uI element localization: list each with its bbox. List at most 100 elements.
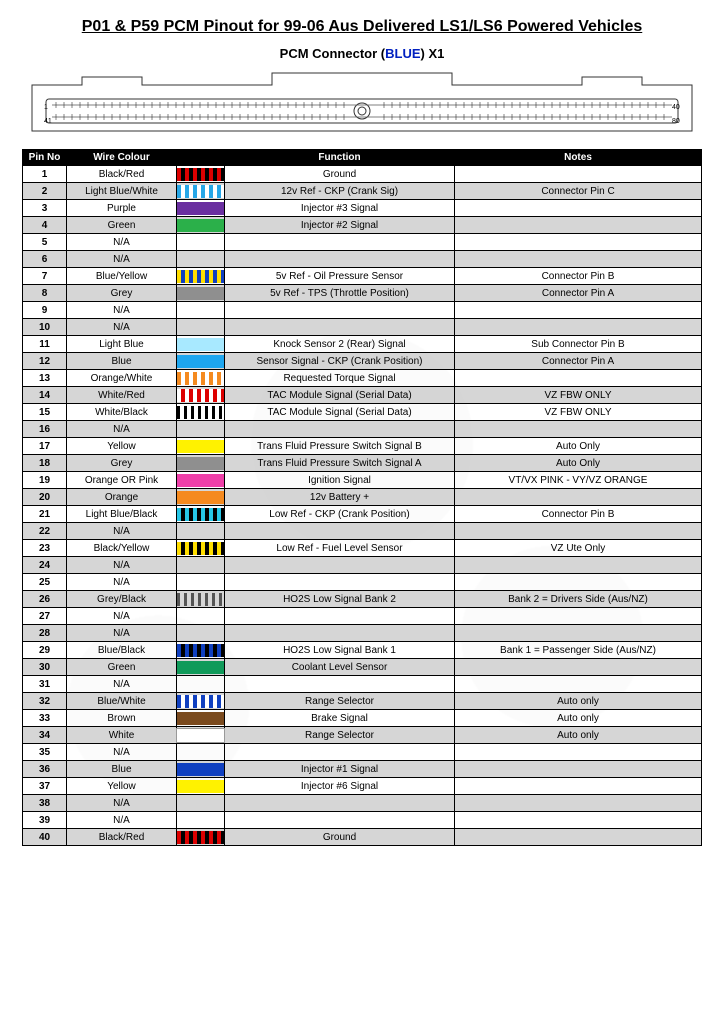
cell-swatch bbox=[177, 523, 225, 540]
table-row: 27N/A bbox=[23, 608, 702, 625]
cell-swatch bbox=[177, 829, 225, 846]
cell-pin: 5 bbox=[23, 234, 67, 251]
table-row: 6N/A bbox=[23, 251, 702, 268]
wire-swatch bbox=[177, 831, 224, 844]
cell-notes bbox=[455, 217, 702, 234]
table-row: 34WhiteRange SelectorAuto only bbox=[23, 727, 702, 744]
cell-notes bbox=[455, 251, 702, 268]
cell-colour: Blue/White bbox=[67, 693, 177, 710]
cell-pin: 35 bbox=[23, 744, 67, 761]
table-row: 40Black/RedGround bbox=[23, 829, 702, 846]
cell-notes: Auto only bbox=[455, 693, 702, 710]
wire-swatch bbox=[177, 270, 224, 283]
wire-swatch bbox=[177, 219, 224, 232]
table-row: 20Orange12v Battery + bbox=[23, 489, 702, 506]
cell-notes: Bank 1 = Passenger Side (Aus/NZ) bbox=[455, 642, 702, 659]
cell-colour: Black/Red bbox=[67, 829, 177, 846]
cell-notes bbox=[455, 489, 702, 506]
table-row: 17YellowTrans Fluid Pressure Switch Sign… bbox=[23, 438, 702, 455]
cell-notes: Bank 2 = Drivers Side (Aus/NZ) bbox=[455, 591, 702, 608]
cell-colour: N/A bbox=[67, 608, 177, 625]
cell-pin: 10 bbox=[23, 319, 67, 336]
cell-pin: 30 bbox=[23, 659, 67, 676]
cell-function bbox=[225, 234, 455, 251]
cell-swatch bbox=[177, 744, 225, 761]
table-row: 26Grey/BlackHO2S Low Signal Bank 2Bank 2… bbox=[23, 591, 702, 608]
col-swatch bbox=[177, 150, 225, 166]
cell-notes bbox=[455, 829, 702, 846]
cell-swatch bbox=[177, 387, 225, 404]
table-row: 36BlueInjector #1 Signal bbox=[23, 761, 702, 778]
table-row: 10N/A bbox=[23, 319, 702, 336]
cell-notes: VZ FBW ONLY bbox=[455, 387, 702, 404]
cell-swatch bbox=[177, 642, 225, 659]
cell-pin: 39 bbox=[23, 812, 67, 829]
cell-colour: Blue/Black bbox=[67, 642, 177, 659]
cell-swatch bbox=[177, 353, 225, 370]
svg-text:1: 1 bbox=[44, 104, 48, 111]
cell-function bbox=[225, 795, 455, 812]
cell-notes: Auto only bbox=[455, 727, 702, 744]
cell-colour: N/A bbox=[67, 302, 177, 319]
cell-notes bbox=[455, 370, 702, 387]
cell-colour: N/A bbox=[67, 574, 177, 591]
table-row: 8Grey5v Ref - TPS (Throttle Position)Con… bbox=[23, 285, 702, 302]
cell-notes bbox=[455, 421, 702, 438]
cell-colour: N/A bbox=[67, 557, 177, 574]
cell-swatch bbox=[177, 659, 225, 676]
cell-colour: Green bbox=[67, 659, 177, 676]
cell-colour: Orange OR Pink bbox=[67, 472, 177, 489]
cell-colour: Blue bbox=[67, 353, 177, 370]
cell-notes: VZ Ute Only bbox=[455, 540, 702, 557]
cell-notes bbox=[455, 659, 702, 676]
cell-function: Brake Signal bbox=[225, 710, 455, 727]
cell-colour: N/A bbox=[67, 234, 177, 251]
cell-swatch bbox=[177, 336, 225, 353]
cell-swatch bbox=[177, 285, 225, 302]
cell-pin: 6 bbox=[23, 251, 67, 268]
cell-notes bbox=[455, 574, 702, 591]
cell-swatch bbox=[177, 268, 225, 285]
cell-pin: 38 bbox=[23, 795, 67, 812]
cell-pin: 28 bbox=[23, 625, 67, 642]
cell-swatch bbox=[177, 438, 225, 455]
table-row: 32Blue/WhiteRange SelectorAuto only bbox=[23, 693, 702, 710]
cell-function: 5v Ref - TPS (Throttle Position) bbox=[225, 285, 455, 302]
cell-colour: Light Blue/White bbox=[67, 183, 177, 200]
cell-pin: 26 bbox=[23, 591, 67, 608]
connector-subtitle: PCM Connector (BLUE) X1 bbox=[22, 46, 702, 61]
cell-swatch bbox=[177, 489, 225, 506]
cell-swatch bbox=[177, 319, 225, 336]
cell-colour: Purple bbox=[67, 200, 177, 217]
wire-swatch bbox=[177, 389, 224, 402]
cell-pin: 2 bbox=[23, 183, 67, 200]
cell-colour: White/Red bbox=[67, 387, 177, 404]
cell-function bbox=[225, 251, 455, 268]
table-row: 31N/A bbox=[23, 676, 702, 693]
cell-swatch bbox=[177, 370, 225, 387]
cell-function: 12v Battery + bbox=[225, 489, 455, 506]
wire-swatch bbox=[177, 338, 224, 351]
cell-pin: 9 bbox=[23, 302, 67, 319]
wire-swatch bbox=[177, 644, 224, 657]
cell-function bbox=[225, 574, 455, 591]
cell-function bbox=[225, 523, 455, 540]
cell-pin: 34 bbox=[23, 727, 67, 744]
cell-pin: 37 bbox=[23, 778, 67, 795]
wire-swatch bbox=[177, 695, 224, 708]
connector-diagram: 1 41 40 80 bbox=[22, 65, 702, 143]
cell-notes: Connector Pin A bbox=[455, 285, 702, 302]
cell-colour: Grey/Black bbox=[67, 591, 177, 608]
cell-function: Ground bbox=[225, 166, 455, 183]
cell-swatch bbox=[177, 183, 225, 200]
cell-function: Injector #2 Signal bbox=[225, 217, 455, 234]
cell-colour: Yellow bbox=[67, 778, 177, 795]
table-row: 12BlueSensor Signal - CKP (Crank Positio… bbox=[23, 353, 702, 370]
cell-swatch bbox=[177, 727, 225, 744]
cell-notes bbox=[455, 676, 702, 693]
cell-pin: 11 bbox=[23, 336, 67, 353]
cell-function: TAC Module Signal (Serial Data) bbox=[225, 387, 455, 404]
table-row: 2Light Blue/White12v Ref - CKP (Crank Si… bbox=[23, 183, 702, 200]
col-func: Function bbox=[225, 150, 455, 166]
cell-function: Ignition Signal bbox=[225, 472, 455, 489]
